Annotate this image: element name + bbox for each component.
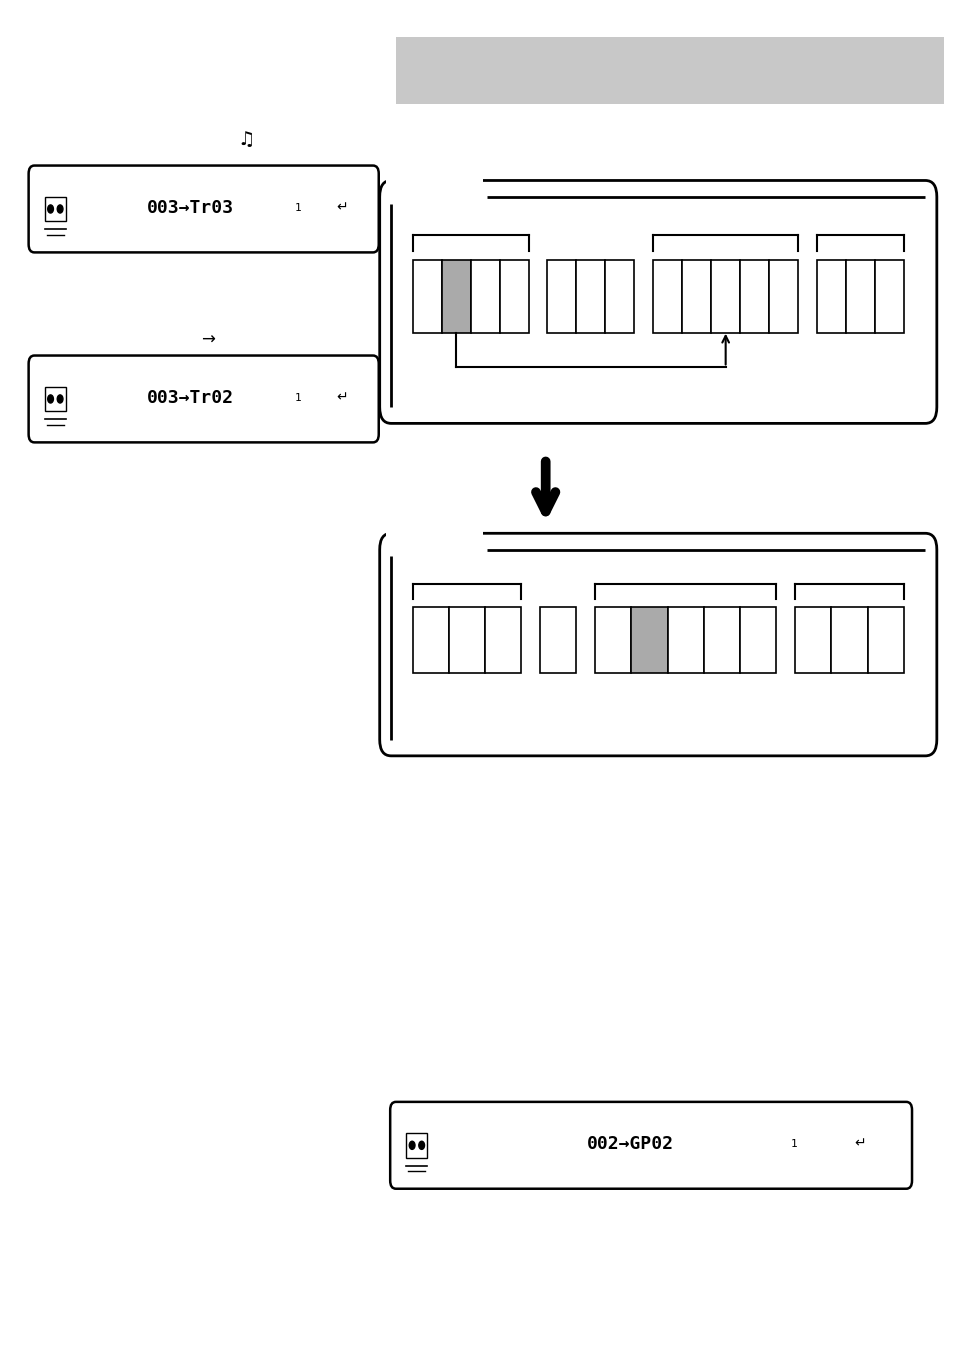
Bar [45,387,66,411]
Bar [681,259,710,334]
Text: 003→Tr03: 003→Tr03 [147,198,233,217]
Bar [831,607,867,673]
Text: ↵: ↵ [854,1137,865,1151]
Text: →: → [201,330,214,349]
Text: ↵: ↵ [336,391,348,404]
Bar [710,259,740,334]
Bar [768,259,798,334]
Text: 003→Tr02: 003→Tr02 [147,388,233,407]
Circle shape [57,205,63,213]
Bar [412,607,448,673]
Bar [386,176,482,217]
Bar [631,607,667,673]
Bar [484,607,520,673]
Circle shape [409,1141,415,1149]
Bar [740,607,776,673]
Bar [867,607,903,673]
Bar [45,197,66,221]
Bar [740,259,768,334]
FancyBboxPatch shape [379,180,936,423]
Text: 1: 1 [294,202,301,213]
Text: 1: 1 [294,392,301,403]
FancyBboxPatch shape [390,1102,911,1189]
Text: ↵: ↵ [336,201,348,214]
Circle shape [418,1141,424,1149]
Circle shape [48,205,53,213]
Bar [441,259,470,334]
Bar [795,607,831,673]
Bar [605,259,634,334]
Bar [576,259,605,334]
Bar [448,607,484,673]
Bar [816,259,845,334]
Bar [667,607,703,673]
Bar [539,607,576,673]
Text: 002→GP02: 002→GP02 [587,1134,674,1153]
FancyBboxPatch shape [379,533,936,756]
Bar [499,259,528,334]
Bar [470,259,499,334]
Bar [386,529,482,570]
FancyBboxPatch shape [29,356,378,442]
Bar [703,607,740,673]
Bar [412,259,441,334]
Bar [874,259,903,334]
Circle shape [48,395,53,403]
Text: ♫: ♫ [237,130,254,149]
Bar [653,259,681,334]
Bar [845,259,874,334]
Bar [406,1133,427,1158]
Bar [595,607,631,673]
Bar [547,259,576,334]
FancyBboxPatch shape [29,166,378,252]
Bar [395,37,943,104]
Text: 1: 1 [790,1139,797,1149]
Circle shape [57,395,63,403]
